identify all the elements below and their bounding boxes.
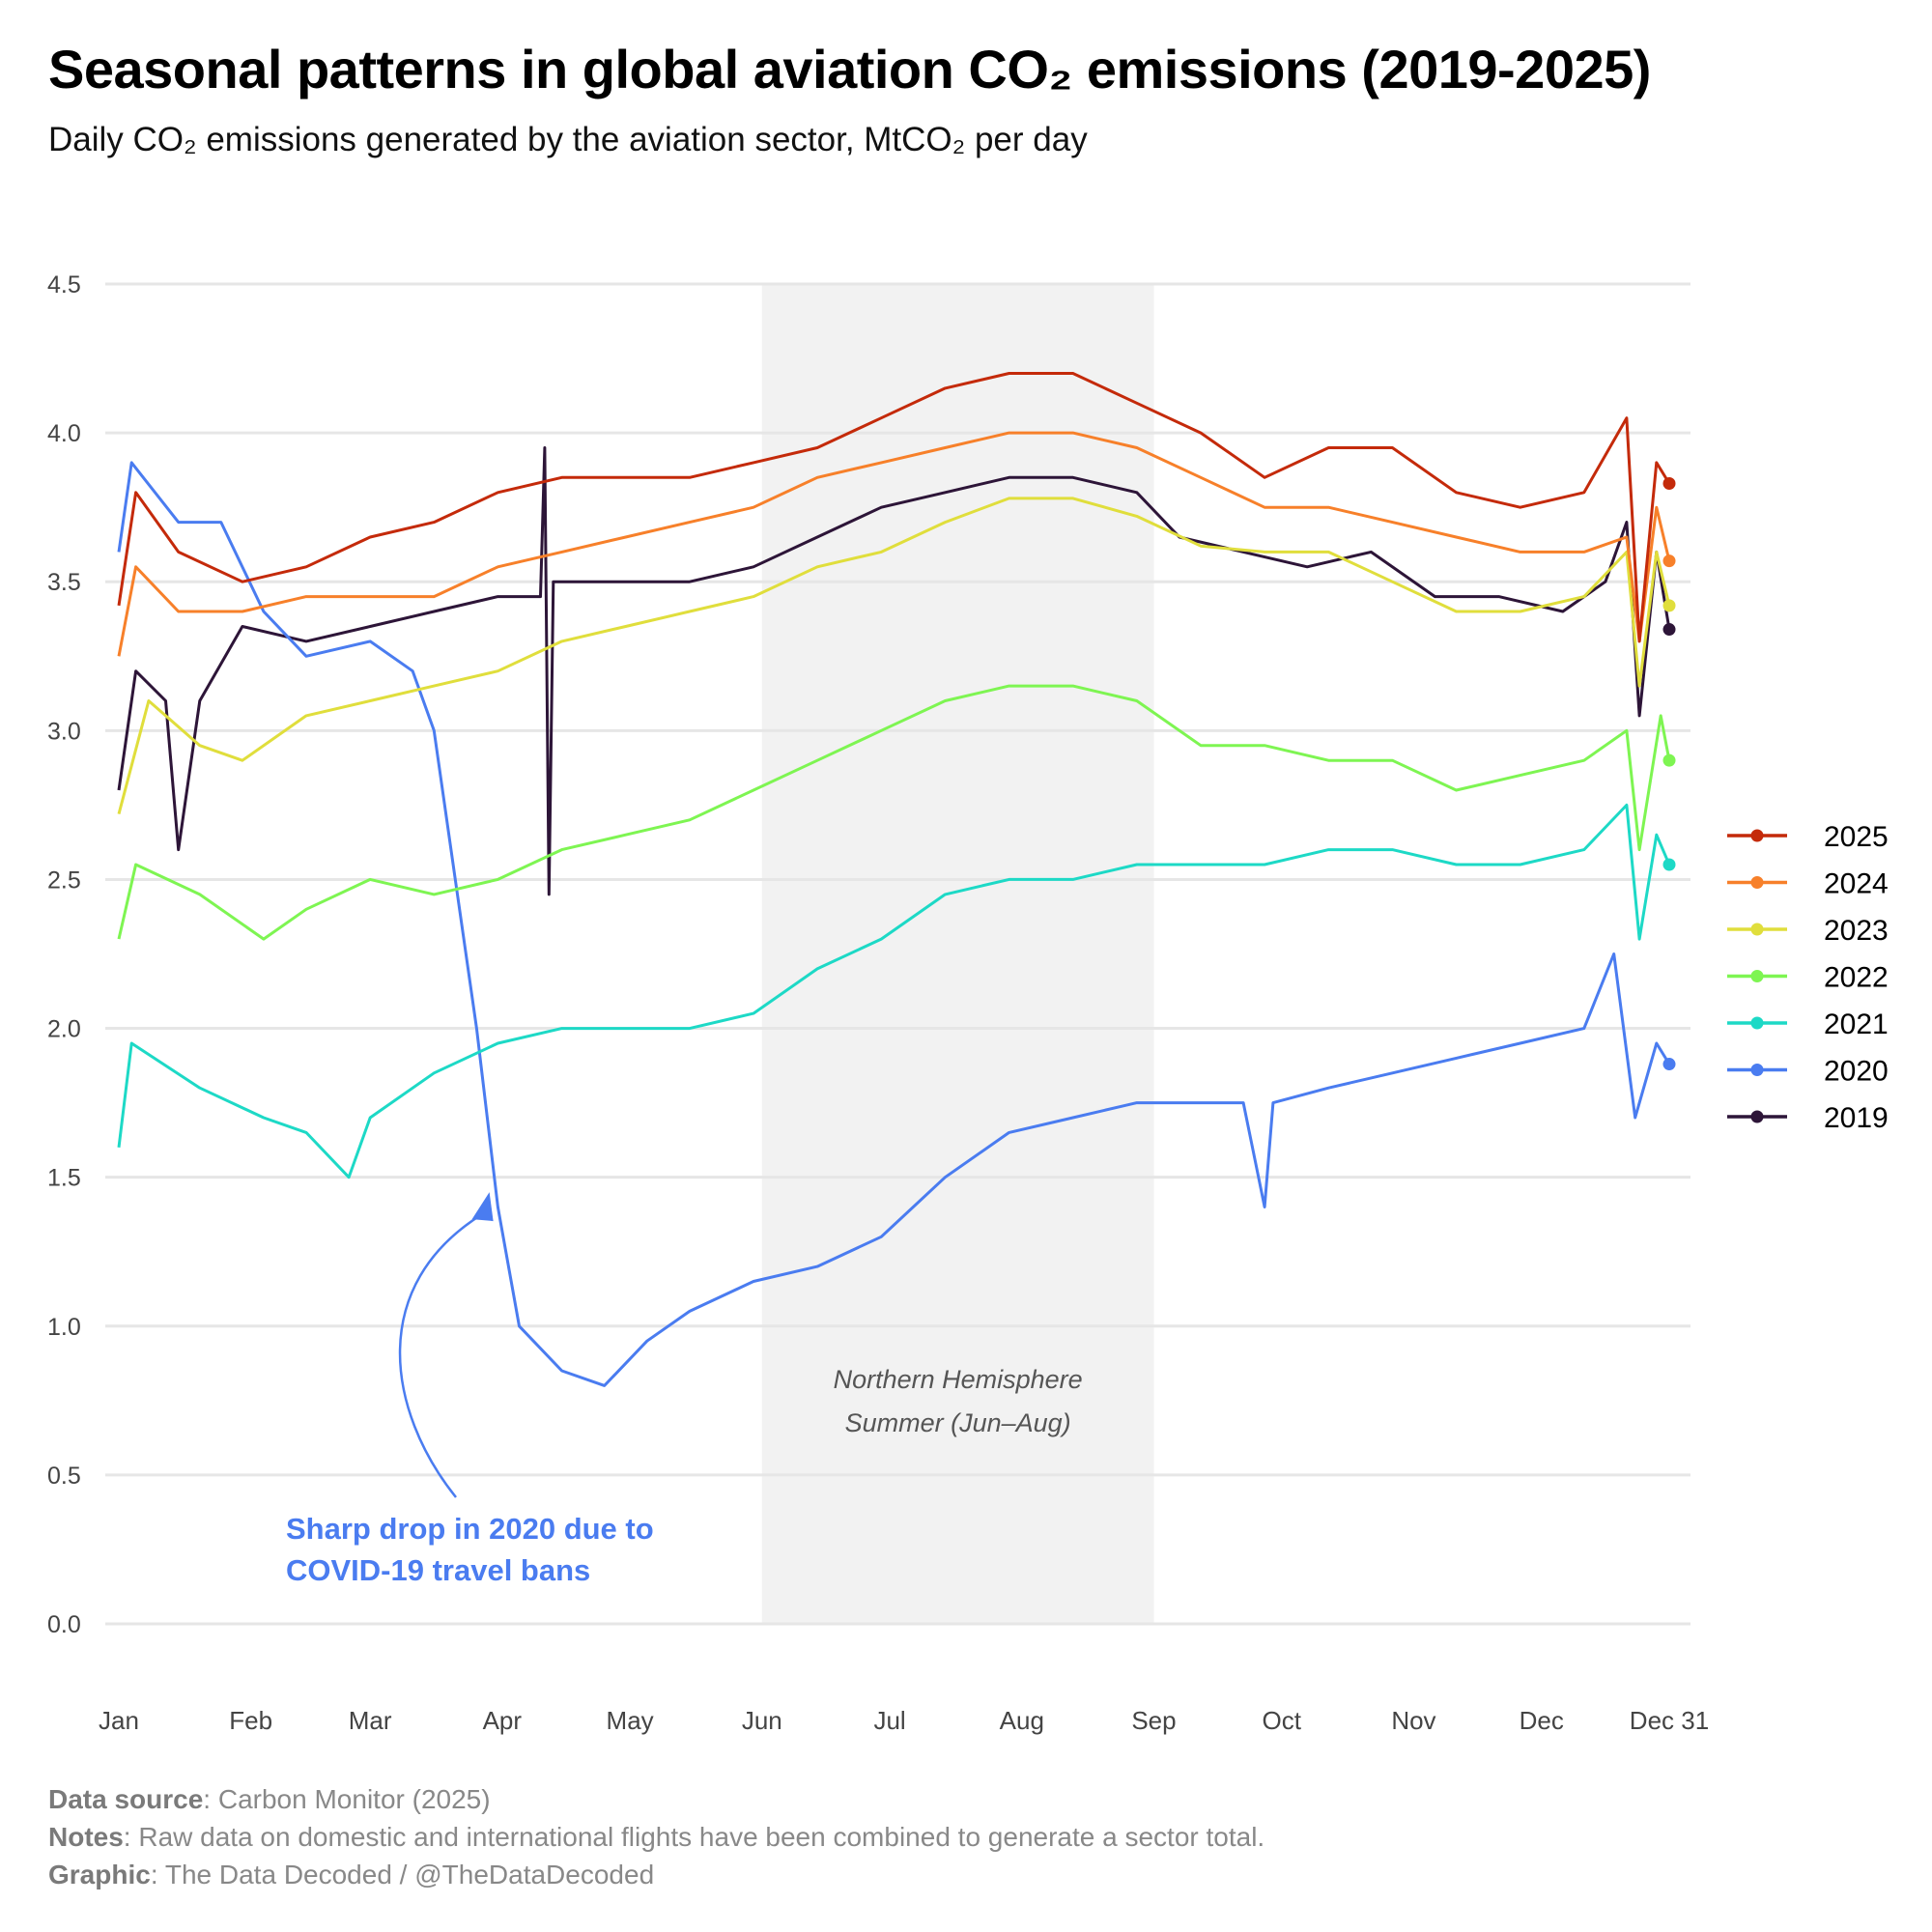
legend-marker-2024 [1750,876,1764,889]
legend-marker-2020 [1750,1064,1764,1076]
x-tick-label: Aug [1000,1706,1044,1735]
end-point-2022 [1662,753,1676,767]
x-tick-label: Oct [1263,1706,1302,1735]
x-tick-label: Jan [99,1706,139,1735]
annotation-line1: Sharp drop in 2020 due to [286,1512,654,1546]
source-label: Data source [48,1784,204,1814]
series-line-2019 [117,446,1671,896]
end-point-2024 [1662,554,1676,568]
series-line-2020 [117,461,1671,1387]
summer-label-line1: Northern Hemisphere [834,1365,1083,1394]
y-tick-label: 3.0 [47,718,81,745]
notes-text: : Raw data on domestic and international… [123,1822,1265,1852]
legend-marker-2025 [1750,829,1764,842]
summer-label-line2: Summer (Jun–Aug) [845,1408,1071,1437]
legend-marker-2021 [1750,1016,1764,1030]
series-line-2022 [117,684,1671,941]
graphic-label: Graphic [48,1860,151,1889]
footer-source: Data source: Carbon Monitor (2025) [48,1783,491,1816]
x-tick-label: Jul [873,1706,905,1735]
footer-graphic: Graphic: The Data Decoded / @TheDataDeco… [48,1859,654,1891]
y-tick-label: 2.0 [47,1016,81,1043]
y-tick-label: 0.0 [47,1611,81,1638]
source-text: : Carbon Monitor (2025) [203,1784,491,1814]
end-point-2025 [1662,477,1676,491]
legend-marker-2022 [1750,970,1764,982]
series-line-2025 [117,372,1671,643]
x-tick-label: Apr [483,1706,523,1735]
annotation-line2: COVID-19 travel bans [286,1553,590,1587]
end-point-2019 [1662,623,1676,637]
annotation-arrowhead [471,1192,494,1222]
legend-marker-2019 [1750,1110,1764,1123]
y-tick-label: 4.5 [47,271,81,298]
y-tick-label: 1.0 [47,1314,81,1341]
y-tick-label: 1.5 [47,1165,81,1192]
series-line-2023 [117,497,1671,814]
x-tick-label: Dec [1520,1706,1564,1735]
legend-label-2024: 2024 [1824,868,1889,900]
annotation-arrow [398,1212,485,1498]
footer-notes: Notes: Raw data on domestic and internat… [48,1821,1264,1854]
legend-label-2022: 2022 [1824,962,1889,994]
chart-subtitle: Daily CO₂ emissions generated by the avi… [48,121,1088,158]
graphic-text: : The Data Decoded / @TheDataDecoded [150,1860,655,1889]
chart-title: Seasonal patterns in global aviation CO₂… [48,39,1651,99]
y-tick-label: 3.5 [47,569,81,596]
series-line-2024 [117,431,1671,657]
legend-marker-2023 [1750,923,1764,936]
x-tick-label: Feb [229,1706,272,1735]
end-point-2021 [1662,858,1676,871]
x-tick-label: Sep [1131,1706,1176,1735]
y-tick-label: 4.0 [47,420,81,447]
notes-label: Notes [48,1822,124,1852]
x-tick-label: Mar [349,1706,392,1735]
y-tick-label: 0.5 [47,1463,81,1490]
summer-shading [761,284,1154,1624]
end-point-2020 [1662,1058,1676,1071]
x-tick-label: Jun [742,1706,782,1735]
end-point-2023 [1662,599,1676,612]
series-line-2021 [117,803,1671,1179]
legend-label-2023: 2023 [1824,915,1889,947]
y-tick-label: 2.5 [47,867,81,894]
legend-label-2025: 2025 [1824,821,1889,853]
legend-label-2020: 2020 [1824,1056,1889,1088]
x-tick-label: May [607,1706,654,1735]
legend-label-2021: 2021 [1824,1009,1889,1040]
x-tick-label: Dec 31 [1630,1706,1709,1735]
legend-label-2019: 2019 [1824,1102,1889,1134]
x-tick-label: Nov [1391,1706,1435,1735]
